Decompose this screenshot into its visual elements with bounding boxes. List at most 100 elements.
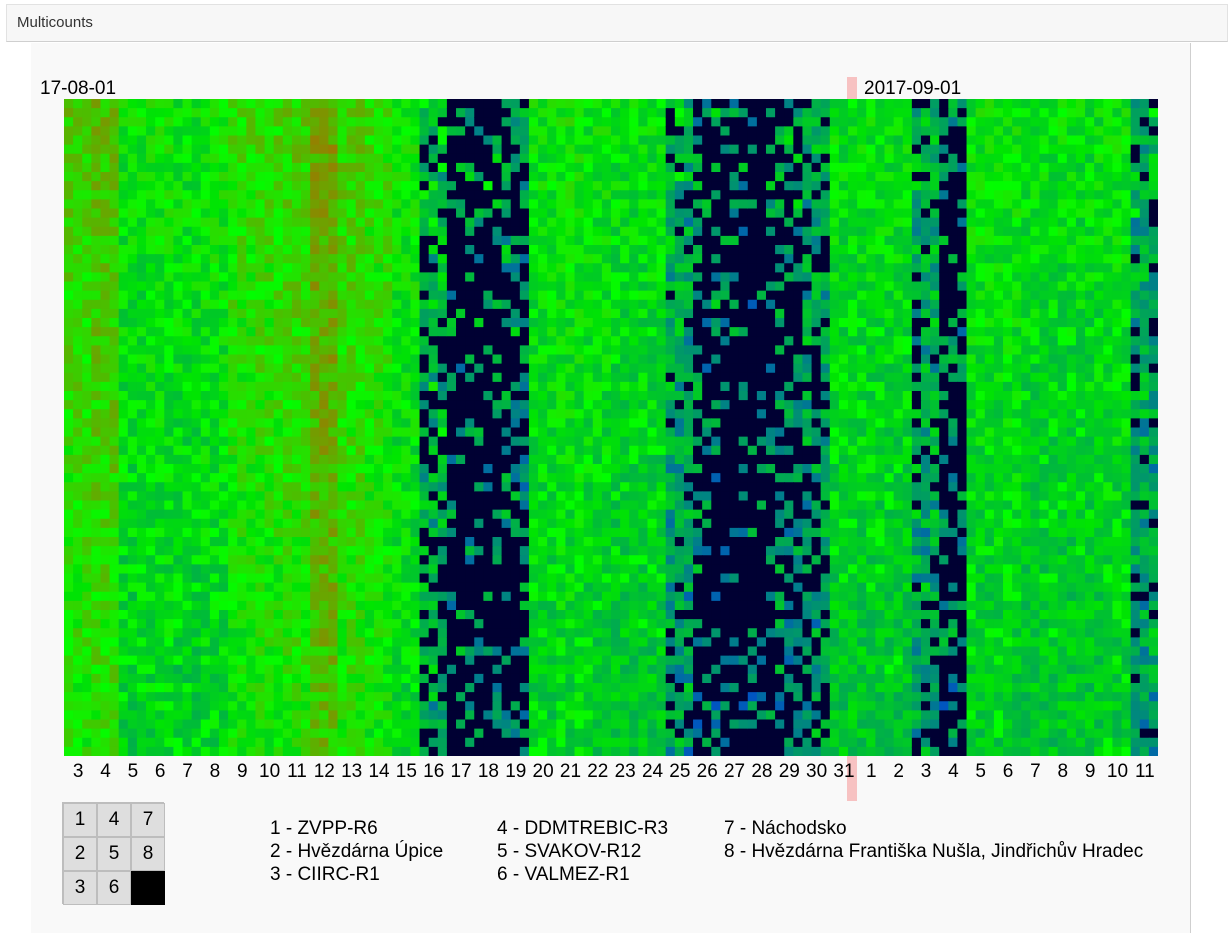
heat-cell: [164, 126, 174, 137]
heat-cell: [437, 673, 448, 684]
heat-cell: [328, 281, 339, 292]
heat-cell: [638, 546, 649, 556]
heat-cell: [683, 646, 694, 657]
heat-cell: [456, 272, 466, 283]
heat-cell: [118, 391, 129, 401]
heat-cell: [91, 190, 102, 200]
heat-cell: [310, 345, 320, 356]
heat-cell: [538, 728, 548, 739]
heat-cell: [419, 117, 430, 127]
heat-cell: [392, 126, 402, 137]
heat-cell: [638, 445, 649, 456]
heat-cell: [392, 363, 402, 374]
heat-cell: [565, 290, 576, 301]
heat-cell: [456, 527, 466, 538]
heat-cell: [528, 683, 539, 693]
heat-cell: [109, 117, 120, 127]
heat-cell: [665, 135, 676, 146]
heat-cell: [629, 491, 639, 502]
heat-cell: [674, 117, 685, 127]
heat-cell: [291, 162, 302, 173]
heat-cell: [282, 217, 293, 228]
heat-cell: [373, 162, 384, 173]
heat-cell: [592, 235, 603, 246]
heat-cell: [319, 692, 329, 702]
heat-cell: [191, 500, 202, 511]
heat-cell: [246, 482, 257, 492]
heat-cell: [337, 354, 348, 365]
heat-cell: [127, 692, 138, 702]
heat-cell: [547, 327, 557, 337]
heat-cell: [310, 737, 320, 748]
heat-cell: [328, 701, 339, 711]
heat-cell: [656, 719, 667, 730]
heat-cell: [383, 172, 393, 182]
heat-cell: [683, 701, 694, 711]
heat-cell: [209, 573, 220, 584]
heat-cell: [155, 664, 165, 675]
heat-cell: [601, 308, 612, 319]
heat-cell: [656, 564, 667, 575]
heat-cell: [674, 619, 685, 629]
heat-cell: [492, 117, 503, 127]
heat-cell: [583, 491, 594, 502]
heat-cell: [465, 610, 475, 620]
heat-cell: [173, 126, 184, 137]
heat-cell: [173, 746, 184, 756]
heat-cell: [109, 272, 120, 283]
heat-cell: [73, 445, 83, 456]
heat-cell: [355, 719, 366, 730]
heat-cell: [127, 327, 138, 337]
heat-cell: [656, 126, 667, 137]
heat-cell: [683, 381, 694, 392]
heat-cell: [127, 217, 138, 228]
heat-cell: [410, 445, 421, 456]
heat-cell: [483, 162, 494, 173]
heat-cell: [64, 345, 74, 356]
heat-cell: [246, 345, 257, 356]
heat-cell: [364, 683, 375, 693]
heat-cell: [82, 281, 92, 292]
heat-cell: [683, 746, 694, 756]
heat-cell: [346, 245, 357, 255]
heat-cell: [146, 354, 156, 365]
heat-cell: [465, 454, 475, 465]
heat-cell: [255, 746, 266, 756]
heat-cell: [392, 418, 402, 429]
heat-cell: [228, 363, 238, 374]
heat-cell: [282, 245, 293, 255]
heat-cell: [346, 664, 357, 675]
heat-cell: [383, 363, 393, 374]
heat-cell: [674, 263, 685, 273]
heat-cell: [191, 655, 202, 666]
heat-cell: [528, 582, 539, 593]
heat-cell: [91, 327, 102, 337]
heat-cell: [200, 208, 211, 219]
heat-cell: [392, 135, 402, 146]
heat-cell: [428, 290, 439, 301]
heat-cell: [401, 363, 412, 374]
heat-cell: [492, 619, 503, 629]
heat-cell: [674, 527, 685, 538]
heat-cell: [136, 400, 147, 410]
heat-cell: [510, 190, 521, 200]
heat-cell: [64, 126, 74, 137]
heat-cell: [547, 217, 557, 228]
heat-cell: [656, 527, 667, 538]
heat-cell: [674, 646, 685, 657]
heat-cell: [383, 418, 393, 429]
heat-cell: [82, 710, 92, 721]
heat-cell: [228, 500, 238, 511]
heat-cell: [519, 354, 530, 365]
heat-cell: [155, 391, 165, 401]
heat-cell: [127, 354, 138, 365]
heat-cell: [528, 746, 539, 756]
heat-cell: [164, 445, 174, 456]
heat-cell: [565, 555, 576, 565]
heat-cell: [474, 491, 484, 502]
heat-cell: [255, 162, 266, 173]
heat-cell: [136, 564, 147, 575]
heat-cell: [218, 409, 229, 419]
heat-cell: [173, 527, 184, 538]
heat-cell: [237, 518, 247, 529]
